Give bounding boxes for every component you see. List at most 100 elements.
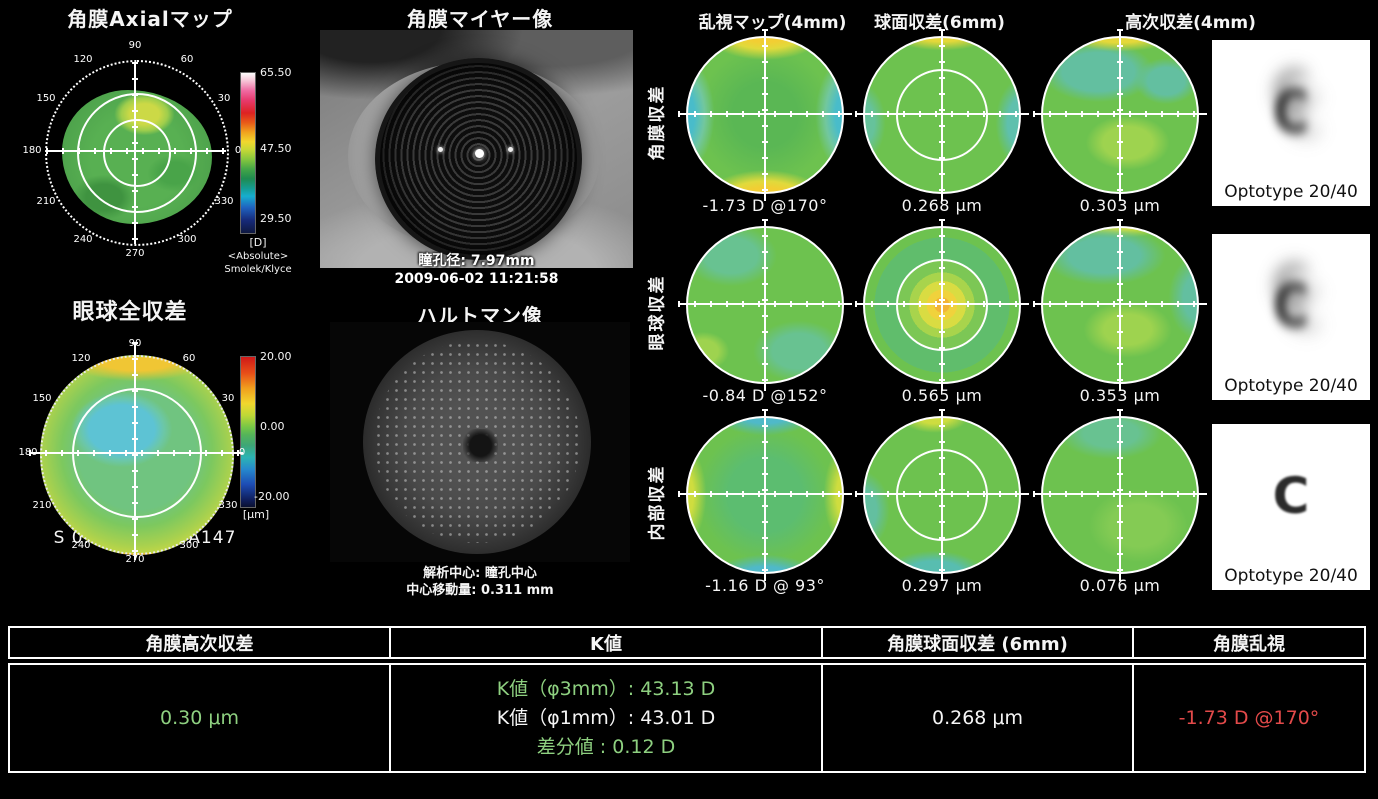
axial-horizontal-axis bbox=[46, 148, 226, 154]
map-ocular-spherical bbox=[855, 219, 1029, 391]
axial-color-bar bbox=[240, 72, 256, 234]
hartmann-image bbox=[330, 322, 630, 562]
map-corneal-spherical bbox=[855, 29, 1029, 201]
optotype-label: Optotype 20/40 bbox=[1224, 566, 1358, 586]
map-horizontal-axis bbox=[1033, 111, 1207, 117]
col-header-astigmatism-map: 乱視マップ(4mm) bbox=[698, 13, 847, 33]
ocular-angle-label: 330 bbox=[218, 500, 238, 511]
header-corneal-hoa: 角膜高次収差 bbox=[8, 626, 391, 659]
optotype-simulation-internal: C Optotype 20/40 bbox=[1212, 424, 1370, 590]
map-horizontal-axis bbox=[1033, 491, 1207, 497]
k-value-difference: 差分値 : 0.12 D bbox=[536, 735, 676, 758]
value-corneal-hoa: 0.303 μm bbox=[1079, 196, 1161, 215]
map-horizontal-axis bbox=[678, 491, 852, 497]
optotype-simulation-ocular: C Optotype 20/40 bbox=[1212, 234, 1370, 400]
landolt-c-blurred: C bbox=[1272, 271, 1310, 341]
placido-rings bbox=[375, 58, 582, 260]
map-horizontal-axis bbox=[678, 301, 852, 307]
value-internal-hoa: 0.076 μm bbox=[1079, 576, 1161, 595]
value-corneal-hoa-summary: 0.30 μm bbox=[8, 663, 391, 773]
row-header-internal-aberration: 内部収差 bbox=[642, 437, 668, 567]
axial-angle-label: 150 bbox=[36, 93, 56, 104]
axial-angle-label: 210 bbox=[36, 196, 56, 207]
scale-min-label: 29.50 bbox=[260, 212, 292, 225]
ocular-angle-label: 60 bbox=[182, 353, 196, 364]
scale-max-label: 65.50 bbox=[260, 66, 292, 79]
optotype-label: Optotype 20/40 bbox=[1224, 376, 1358, 396]
map-internal-astigmatism bbox=[678, 409, 852, 581]
axial-angle-label: 180 bbox=[22, 145, 42, 156]
axial-angle-label: 60 bbox=[180, 54, 194, 65]
row-header-label: 角膜収差 bbox=[647, 84, 668, 160]
map-ocular-astigmatism bbox=[678, 219, 852, 391]
col-header-higher-order-aberration: 高次収差(4mm) bbox=[1125, 13, 1256, 33]
map-ocular-hoa bbox=[1033, 219, 1207, 391]
ocular-angle-label: 0 bbox=[238, 447, 246, 458]
axial-angle-label: 240 bbox=[73, 234, 93, 245]
value-corneal-spherical: 0.268 μm bbox=[901, 196, 983, 215]
k-value-phi3: K値（φ3mm）: 43.13 D bbox=[496, 677, 716, 700]
axial-angle-label: 30 bbox=[217, 93, 231, 104]
map-horizontal-axis bbox=[1033, 301, 1207, 307]
corneal-mire-photo bbox=[320, 30, 633, 268]
optotype-label: Optotype 20/40 bbox=[1224, 182, 1358, 202]
reflection-dot-left bbox=[438, 147, 443, 152]
analysis-center-label: 解析中心: 瞳孔中心 bbox=[423, 566, 537, 581]
ocular-angle-label: 120 bbox=[71, 353, 91, 364]
ocular-angle-label: 90 bbox=[128, 338, 142, 349]
ocular-map-title: 眼球全収差 bbox=[72, 300, 188, 325]
ocular-angle-label: 150 bbox=[32, 393, 52, 404]
value-corneal-astigmatism: -1.73 D @170° bbox=[702, 196, 828, 215]
value-corneal-astigmatism-summary: -1.73 D @170° bbox=[1132, 663, 1366, 773]
ocular-horizontal-axis bbox=[29, 450, 243, 456]
value-ocular-hoa: 0.353 μm bbox=[1079, 386, 1161, 405]
axial-angle-label: 0 bbox=[234, 145, 242, 156]
col-header-spherical-aberration: 球面収差(6mm) bbox=[874, 13, 1005, 33]
ocular-angle-label: 180 bbox=[18, 447, 38, 458]
axial-angle-label: 90 bbox=[128, 40, 142, 51]
scale-name-label: Smolek/Klyce bbox=[224, 264, 292, 275]
row-header-ocular-aberration: 眼球収差 bbox=[642, 247, 668, 377]
scale-unit-label: [μm] bbox=[242, 508, 270, 521]
ocular-color-bar bbox=[240, 356, 256, 508]
landolt-c-blurred: C bbox=[1272, 77, 1310, 147]
pupil-diameter-label: 瞳孔径: 7.97mm bbox=[418, 253, 535, 269]
summary-table-value-row: 0.30 μm K値（φ3mm）: 43.13 D K値（φ1mm）: 43.0… bbox=[8, 663, 1370, 773]
summary-table-header-row: 角膜高次収差 K値 角膜球面収差 (6mm) 角膜乱視 bbox=[8, 626, 1370, 659]
ocular-angle-label: 210 bbox=[32, 500, 52, 511]
map-horizontal-axis bbox=[678, 111, 852, 117]
center-shift-label: 中心移動量: 0.311 mm bbox=[406, 583, 554, 598]
axial-angle-label: 270 bbox=[125, 248, 145, 259]
value-internal-spherical: 0.297 μm bbox=[901, 576, 983, 595]
mire-image-title: 角膜マイヤー像 bbox=[406, 7, 554, 31]
hartmann-center-smudge bbox=[463, 428, 498, 463]
ocular-angle-label: 270 bbox=[125, 554, 145, 565]
row-header-label: 内部収差 bbox=[647, 464, 668, 540]
axial-angle-label: 300 bbox=[177, 234, 197, 245]
scale-min-label: -20.00 bbox=[254, 490, 290, 503]
scale-max-label: 20.00 bbox=[260, 350, 292, 363]
scale-unit-label: [D] bbox=[249, 236, 267, 249]
value-internal-astigmatism: -1.16 D @ 93° bbox=[705, 576, 825, 595]
capture-datetime: 2009-06-02 11:21:58 bbox=[394, 271, 559, 287]
row-header-label: 眼球収差 bbox=[647, 274, 668, 350]
k-value-cell: K値（φ3mm）: 43.13 D K値（φ1mm）: 43.01 D 差分値 … bbox=[389, 663, 823, 773]
ocular-angle-label: 240 bbox=[71, 540, 91, 551]
axial-angle-label: 330 bbox=[214, 196, 234, 207]
header-k-value: K値 bbox=[389, 626, 823, 659]
ocular-angle-label: 300 bbox=[179, 540, 199, 551]
map-horizontal-axis bbox=[855, 491, 1029, 497]
scale-mid-label: 47.50 bbox=[260, 142, 292, 155]
k-value-phi1: K値（φ1mm）: 43.01 D bbox=[496, 706, 716, 729]
ocular-angle-label: 30 bbox=[221, 393, 235, 404]
scale-mid-label: 0.00 bbox=[260, 420, 285, 433]
map-internal-spherical bbox=[855, 409, 1029, 581]
map-corneal-hoa bbox=[1033, 29, 1207, 201]
optotype-simulation-corneal: C Optotype 20/40 bbox=[1212, 40, 1370, 206]
map-horizontal-axis bbox=[855, 301, 1029, 307]
map-corneal-astigmatism bbox=[678, 29, 852, 201]
map-horizontal-axis bbox=[855, 111, 1029, 117]
axial-map-title: 角膜Axialマップ bbox=[67, 7, 233, 31]
row-header-corneal-aberration: 角膜収差 bbox=[642, 57, 668, 187]
